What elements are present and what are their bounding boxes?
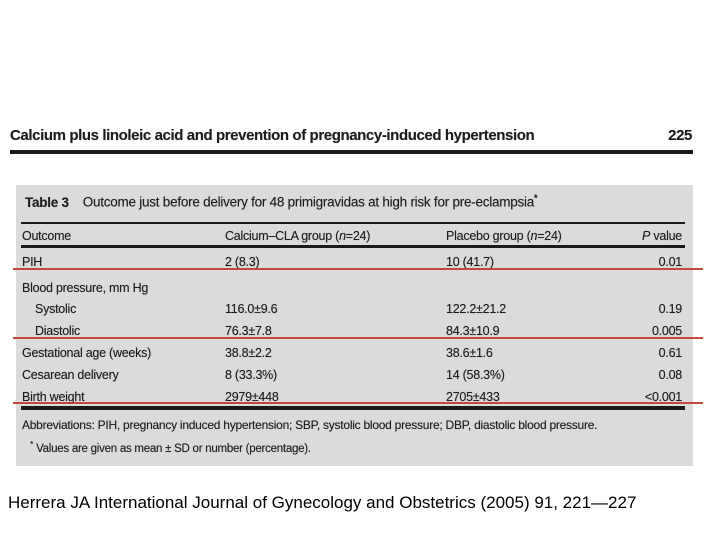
row-label: Blood pressure, mm Hg (22, 281, 149, 295)
row-label: PIH (22, 255, 43, 269)
row-label: Gestational age (weeks) (22, 346, 152, 360)
column-header-outcome: Outcome (22, 229, 71, 243)
table-header-row: Outcome Calcium–CLA group (n=24) Placebo… (16, 229, 693, 245)
table-row-cesarean-delivery: Cesarean delivery 8 (33.3%) 14 (58.3%) 0… (16, 368, 693, 384)
table-row-gestational-age: Gestational age (weeks) 38.8±2.2 38.6±1.… (16, 346, 693, 362)
placebo-value: 84.3±10.9 (446, 324, 500, 338)
p-value: 0.01 (658, 255, 683, 269)
table-row-diastolic: Diastolic 76.3±7.8 84.3±10.9 0.005 (16, 324, 693, 340)
column-header-calcium: Calcium–CLA group (n=24) (225, 229, 371, 243)
table-caption-text: Outcome just before delivery for 48 prim… (82, 194, 534, 210)
table-3-panel: Table 3 Outcome just before delivery for … (16, 185, 693, 466)
placebo-value: 38.6±1.6 (446, 346, 493, 360)
column-header-p-value: P value (642, 229, 682, 243)
p-value: 0.08 (658, 368, 683, 382)
placebo-value: 10 (41.7) (446, 255, 494, 269)
citation: Herrera JA International Journal of Gyne… (8, 493, 637, 512)
footnote-asterisk: * (30, 439, 34, 449)
p-value: 0.61 (658, 346, 683, 360)
red-underline-annotation-birth-weight (13, 402, 703, 404)
calcium-value: 76.3±7.8 (225, 324, 272, 338)
red-underline-annotation-pih (13, 268, 703, 270)
row-label: Cesarean delivery (22, 368, 119, 382)
table-caption-asterisk: * (533, 193, 538, 203)
placebo-value: 2705±433 (446, 390, 500, 404)
table-row-birth-weight: Birth weight 2979±448 2705±433 <0.001 (16, 390, 693, 406)
red-underline-annotation-diastolic (13, 337, 703, 339)
table-caption: Table 3 Outcome just before delivery for … (25, 193, 538, 210)
column-header-placebo: Placebo group (n=24) (446, 229, 562, 243)
p-value: <0.001 (644, 390, 682, 404)
row-label: Diastolic (35, 324, 80, 338)
calcium-value: 2979±448 (225, 390, 279, 404)
header-row-rule (21, 245, 685, 248)
table-row-systolic: Systolic 116.0±9.6 122.2±21.2 0.19 (16, 302, 693, 318)
running-head-title: Calcium plus linoleic acid and preventio… (10, 127, 535, 144)
calcium-value: 38.8±2.2 (225, 346, 272, 360)
caption-rule (21, 222, 685, 224)
calcium-value: 116.0±9.6 (225, 302, 278, 316)
calcium-value: 2 (8.3) (225, 255, 260, 269)
placebo-value: 14 (58.3%) (446, 368, 505, 382)
placebo-value: 122.2±21.2 (446, 302, 506, 316)
table-row-blood-pressure-group: Blood pressure, mm Hg (16, 281, 693, 297)
row-label: Systolic (35, 302, 77, 316)
calcium-value: 8 (33.3%) (225, 368, 277, 382)
table-row-pih: PIH 2 (8.3) 10 (41.7) 0.01 (16, 255, 693, 271)
table-caption-label: Table 3 (25, 194, 69, 210)
running-head: Calcium plus linoleic acid and preventio… (10, 127, 692, 144)
p-value: 0.005 (651, 324, 682, 338)
p-value: 0.19 (658, 302, 683, 316)
values-footnote: * Values are given as mean ± SD or number… (30, 439, 311, 455)
running-head-rule (10, 150, 693, 154)
abbreviations-footnote: Abbreviations: PIH, pregnancy induced hy… (22, 418, 598, 432)
page-number: 225 (668, 127, 692, 144)
row-label: Birth weight (22, 390, 85, 404)
table-bottom-rule (21, 406, 685, 410)
